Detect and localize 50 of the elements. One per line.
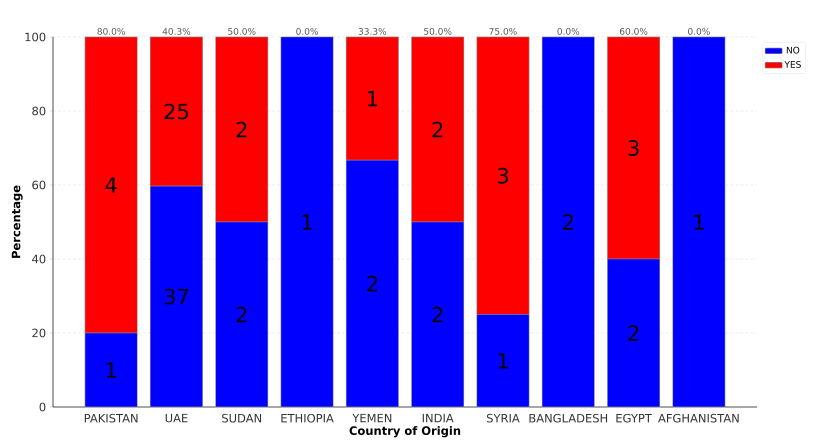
annotation: 1 <box>106 362 116 378</box>
annotation: 33.3% <box>358 28 386 35</box>
annotation: 2 <box>628 325 638 341</box>
annotation: 2 <box>563 214 573 230</box>
annotation: 0.0% <box>296 28 318 35</box>
annotation: 1 <box>302 214 312 230</box>
annotation: 0.0% <box>557 28 580 35</box>
x-tick-label: AFGHANISTAN <box>658 414 739 423</box>
y-tick-label: 60 <box>32 180 46 190</box>
annotation: 60.0% <box>620 28 648 35</box>
annotation: 0.0% <box>688 28 710 35</box>
annotation: 2 <box>367 276 377 292</box>
x-axis-title: Country of Origin <box>350 426 460 438</box>
legend-label: YES <box>784 61 801 68</box>
annotation: 2 <box>236 306 246 322</box>
annotation: 80.0% <box>97 28 125 35</box>
annotation: 4 <box>105 177 117 193</box>
y-tick-label: 100 <box>25 32 46 42</box>
x-tick-label: SUDAN <box>222 414 262 423</box>
annotation: 25 <box>164 104 188 120</box>
y-tick-label: 20 <box>32 328 46 338</box>
annotation: 2 <box>236 122 246 138</box>
annotation: 50.0% <box>228 28 256 35</box>
annotation: 75.0% <box>489 28 517 35</box>
y-axis-title: Percentage <box>12 186 23 258</box>
x-tick-label: EGYPT <box>616 414 652 423</box>
annotation: 1 <box>368 90 378 106</box>
bar <box>280 36 334 408</box>
annotation: 2 <box>432 306 442 322</box>
legend-label: NO <box>786 46 800 54</box>
annotation: 37 <box>164 288 188 304</box>
x-tick-label: BANGLADESH <box>529 414 608 423</box>
x-tick-label: YEMEN <box>352 414 392 422</box>
annotation: 1 <box>694 214 704 230</box>
annotation: 50.0% <box>424 28 452 35</box>
annotation: 3 <box>498 168 508 184</box>
bar <box>672 36 726 408</box>
bar <box>542 36 595 408</box>
annotation: 1 <box>498 353 508 368</box>
x-tick-label: SYRIA <box>486 414 520 423</box>
y-tick-label: 0 <box>40 402 46 412</box>
x-tick-label: INDIA <box>422 414 454 422</box>
y-tick-label: 80 <box>32 106 46 116</box>
x-tick-label: PAKISTAN <box>84 414 138 423</box>
x-tick-label: UAE <box>166 414 188 422</box>
x-tick-label: ETHIOPIA <box>281 414 334 423</box>
annotation: 3 <box>628 140 639 156</box>
annotation: 2 <box>432 122 442 138</box>
y-tick-label: 40 <box>32 254 46 264</box>
annotation: 40.3% <box>162 28 190 35</box>
